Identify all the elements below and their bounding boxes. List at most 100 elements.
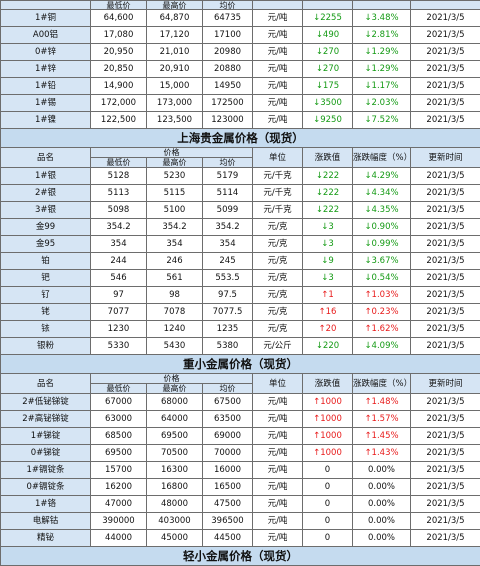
header-name: 品名 xyxy=(1,374,91,394)
change-percent: ↓0.54% xyxy=(353,270,411,287)
unit: 元/吨 xyxy=(253,78,303,95)
avg-price: 97.5 xyxy=(203,287,253,304)
change-percent: ↑1.57% xyxy=(353,411,411,428)
metal-name: 1#银 xyxy=(1,168,91,185)
header-price: 价格 xyxy=(91,374,253,384)
high-price: 123,500 xyxy=(147,112,203,129)
change-percent: ↓0.99% xyxy=(353,236,411,253)
update-date: 2021/3/5 xyxy=(411,338,480,355)
update-date: 2021/3/5 xyxy=(411,185,480,202)
header-unit: 单位 xyxy=(253,374,303,394)
header-high: 最高价 xyxy=(147,158,203,168)
low-price: 7077 xyxy=(91,304,147,321)
high-price: 20,910 xyxy=(147,61,203,78)
low-price: 63000 xyxy=(91,411,147,428)
high-price: 48000 xyxy=(147,496,203,513)
section-title-row: 重小金属价格（现货） xyxy=(1,355,480,374)
change-percent: ↓2.03% xyxy=(353,95,411,112)
change-percent: ↑1.43% xyxy=(353,445,411,462)
header-blank xyxy=(411,1,480,10)
high-price: 98 xyxy=(147,287,203,304)
avg-price: 16500 xyxy=(203,479,253,496)
update-date: 2021/3/5 xyxy=(411,112,480,129)
metal-name: A00铝 xyxy=(1,27,91,44)
low-price: 67000 xyxy=(91,394,147,411)
header-date: 更新时间 xyxy=(411,374,480,394)
metal-name: 金95 xyxy=(1,236,91,253)
update-date: 2021/3/5 xyxy=(411,462,480,479)
high-price: 16800 xyxy=(147,479,203,496)
avg-price: 63500 xyxy=(203,411,253,428)
high-price: 21,010 xyxy=(147,44,203,61)
metal-name: 钯 xyxy=(1,270,91,287)
avg-price: 5179 xyxy=(203,168,253,185)
change-value: ↑1000 xyxy=(303,445,353,462)
update-date: 2021/3/5 xyxy=(411,445,480,462)
metal-name: 铂 xyxy=(1,253,91,270)
high-price: 64000 xyxy=(147,411,203,428)
low-price: 15700 xyxy=(91,462,147,479)
header-price: 价格 xyxy=(91,148,253,158)
change-value: ↓9250 xyxy=(303,112,353,129)
high-price: 5100 xyxy=(147,202,203,219)
change-percent: ↓7.52% xyxy=(353,112,411,129)
update-date: 2021/3/5 xyxy=(411,27,480,44)
metal-name: 银粉 xyxy=(1,338,91,355)
metal-name: 1#铜 xyxy=(1,10,91,27)
low-price: 5128 xyxy=(91,168,147,185)
change-value: ↓175 xyxy=(303,78,353,95)
metal-name: 电解钴 xyxy=(1,513,91,530)
low-price: 14,900 xyxy=(91,78,147,95)
metal-name: 1#镍 xyxy=(1,112,91,129)
update-date: 2021/3/5 xyxy=(411,95,480,112)
change-percent: ↓1.17% xyxy=(353,78,411,95)
change-percent: ↓0.90% xyxy=(353,219,411,236)
update-date: 2021/3/5 xyxy=(411,253,480,270)
change-percent: 0.00% xyxy=(353,530,411,547)
change-value: ↓222 xyxy=(303,168,353,185)
header-high: 最高价 xyxy=(147,384,203,394)
header-change: 涨跌值 xyxy=(303,148,353,168)
update-date: 2021/3/5 xyxy=(411,61,480,78)
avg-price: 69000 xyxy=(203,428,253,445)
change-value: ↓3 xyxy=(303,219,353,236)
avg-price: 1235 xyxy=(203,321,253,338)
high-price: 403000 xyxy=(147,513,203,530)
high-price: 5430 xyxy=(147,338,203,355)
update-date: 2021/3/5 xyxy=(411,479,480,496)
header-date: 更新时间 xyxy=(411,148,480,168)
low-price: 5113 xyxy=(91,185,147,202)
unit: 元/克 xyxy=(253,270,303,287)
update-date: 2021/3/5 xyxy=(411,321,480,338)
metal-name: 2#高铋锑锭 xyxy=(1,411,91,428)
high-price: 246 xyxy=(147,253,203,270)
change-percent: ↑1.62% xyxy=(353,321,411,338)
unit: 元/吨 xyxy=(253,112,303,129)
section-title: 轻小金属价格（现货） xyxy=(1,547,480,566)
unit: 元/吨 xyxy=(253,61,303,78)
metal-name: 金99 xyxy=(1,219,91,236)
avg-price: 354 xyxy=(203,236,253,253)
high-price: 5115 xyxy=(147,185,203,202)
update-date: 2021/3/5 xyxy=(411,287,480,304)
update-date: 2021/3/5 xyxy=(411,530,480,547)
metal-name: 0#锑锭 xyxy=(1,445,91,462)
change-percent: 0.00% xyxy=(353,479,411,496)
unit: 元/克 xyxy=(253,219,303,236)
change-value: ↓222 xyxy=(303,185,353,202)
metal-name: 1#锑锭 xyxy=(1,428,91,445)
low-price: 244 xyxy=(91,253,147,270)
update-date: 2021/3/5 xyxy=(411,270,480,287)
avg-price: 172500 xyxy=(203,95,253,112)
change-percent: ↑0.23% xyxy=(353,304,411,321)
